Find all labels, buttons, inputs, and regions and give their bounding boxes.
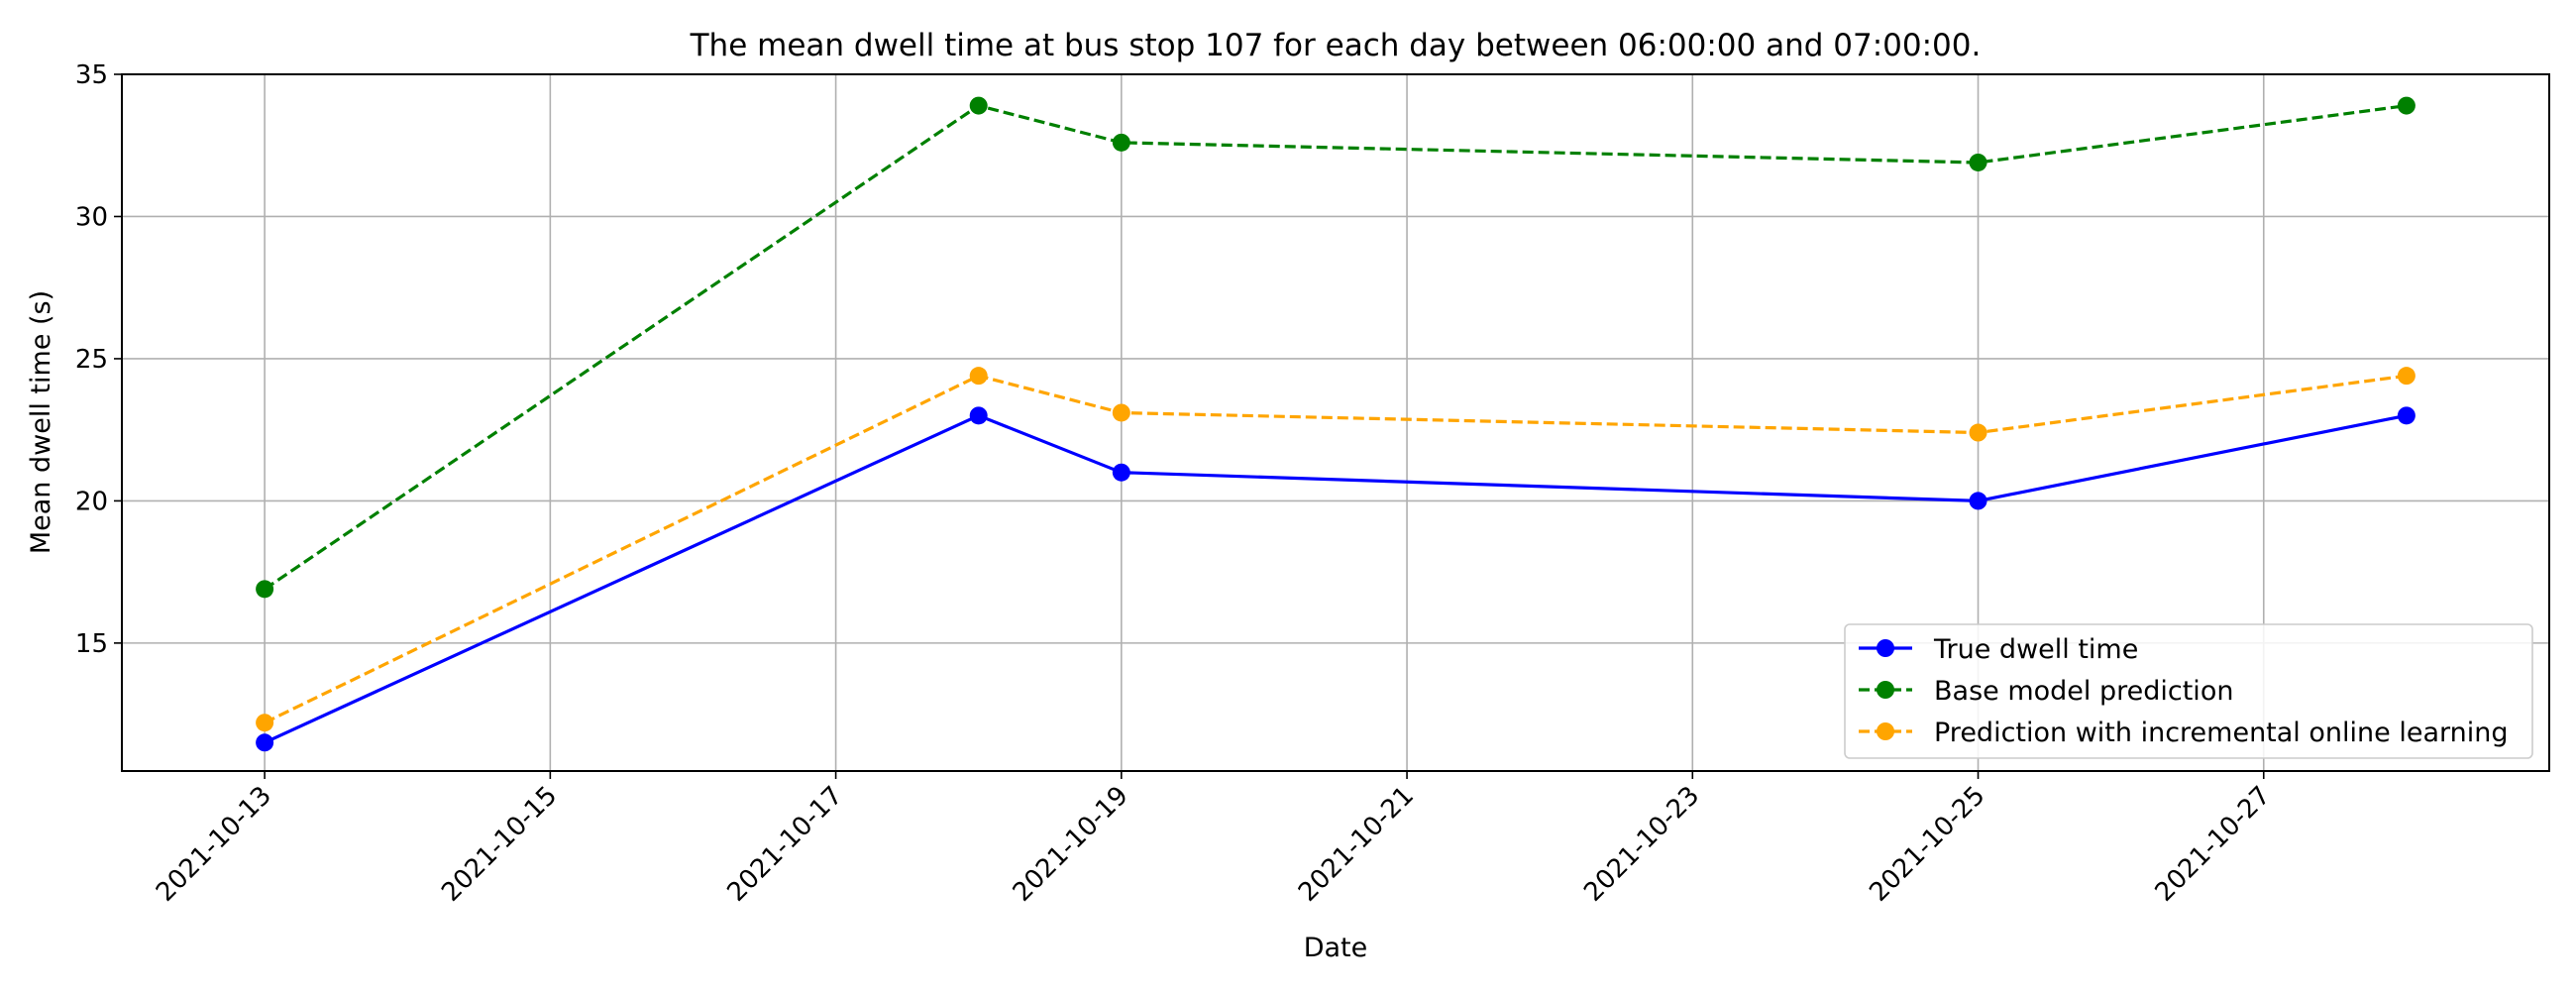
series-line [264, 103, 2408, 591]
y-tick-label: 35 [75, 60, 108, 90]
data-point [1969, 153, 1987, 171]
legend-label: True dwell time [1933, 634, 2138, 665]
series-1 [256, 406, 2415, 752]
y-tick-label: 15 [75, 629, 108, 659]
data-point [969, 96, 988, 115]
legend-marker [1877, 639, 1894, 657]
data-point [1112, 463, 1130, 482]
legend-box [1844, 623, 2533, 759]
chart-title: The mean dwell time at bus stop 107 for … [690, 28, 1982, 63]
data-point [2397, 96, 2415, 115]
legend-label: Prediction with incremental online learn… [1934, 718, 2509, 748]
series-layer [256, 96, 2415, 752]
data-point [2397, 406, 2415, 425]
plot-frame [121, 73, 2550, 772]
y-axis-label: Mean dwell time (s) [26, 290, 56, 554]
legend-marker [1877, 722, 1894, 740]
data-point [256, 733, 274, 752]
data-point [1969, 423, 1987, 442]
y-tick-label: 20 [75, 487, 108, 516]
series-3 [256, 367, 2415, 732]
series-2 [256, 96, 2415, 599]
data-point [256, 580, 274, 599]
data-point [256, 714, 274, 732]
data-point [969, 406, 988, 425]
legend: True dwell time Base model prediction Pred… [1844, 623, 2533, 759]
data-point [969, 367, 988, 386]
data-point [1112, 403, 1130, 422]
x-axis-label: Date [1304, 933, 1368, 963]
y-tick-label: 25 [75, 345, 108, 375]
data-point [1969, 492, 1987, 510]
data-point [2397, 367, 2415, 386]
y-tick-label: 30 [75, 202, 108, 232]
legend-marker [1877, 681, 1894, 699]
legend-label: Base model prediction [1934, 676, 2233, 707]
data-point [1112, 133, 1130, 152]
